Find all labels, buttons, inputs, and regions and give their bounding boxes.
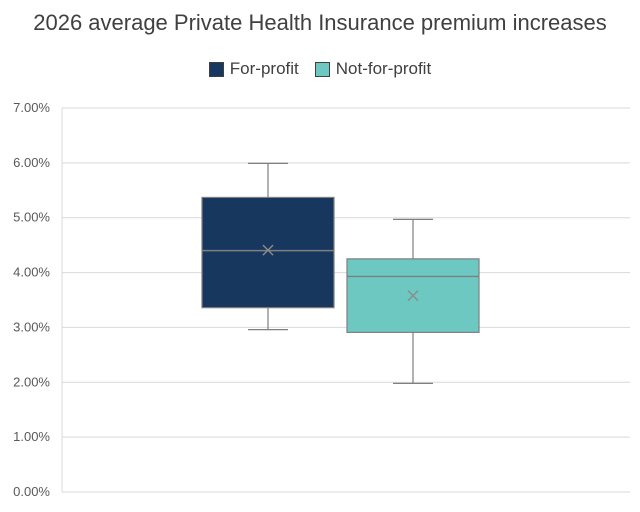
mean-marker	[262, 244, 274, 256]
legend-label-for-profit: For-profit	[229, 59, 299, 78]
legend-swatch-not-for-profit	[314, 61, 330, 77]
y-tick-label: 4.00%	[13, 265, 50, 280]
legend-item-not-for-profit: Not-for-profit	[314, 59, 432, 79]
y-tick-label: 7.00%	[13, 100, 50, 115]
y-tick-label: 3.00%	[13, 319, 50, 334]
legend-label-not-for-profit: Not-for-profit	[335, 59, 432, 78]
mean-marker	[407, 290, 419, 302]
y-tick-label: 2.00%	[13, 374, 50, 389]
chart-title: 2026 average Private Health Insurance pr…	[33, 10, 607, 35]
legend-swatch-for-profit	[208, 61, 224, 77]
y-tick-label: 0.00%	[13, 484, 50, 499]
box-0	[201, 196, 335, 309]
y-tick-label: 5.00%	[13, 210, 50, 225]
legend: For-profit Not-for-profit	[0, 59, 640, 79]
legend-item-for-profit: For-profit	[208, 59, 299, 79]
y-tick-label: 1.00%	[13, 429, 50, 444]
y-tick-label: 6.00%	[13, 155, 50, 170]
